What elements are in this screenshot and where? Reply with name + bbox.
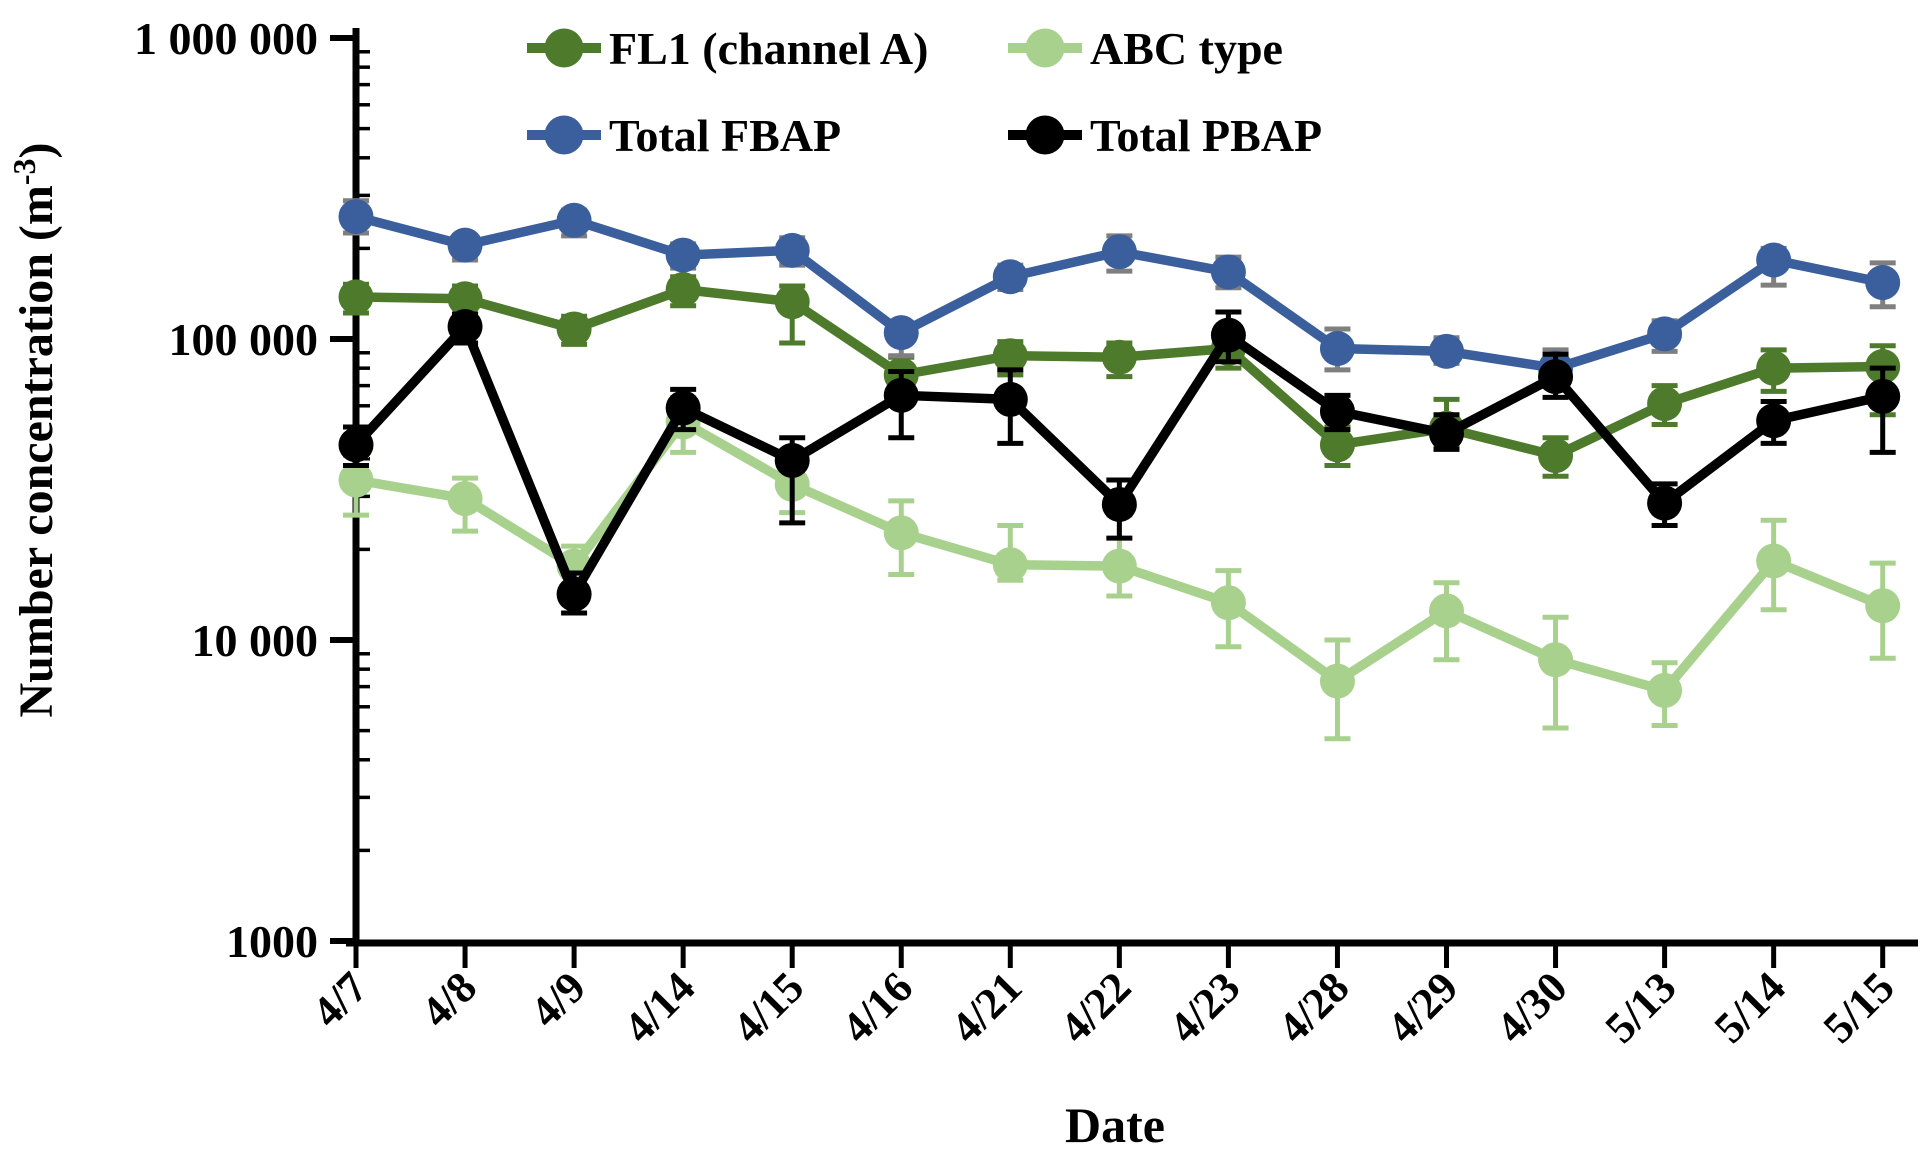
legend-label: FL1 (channel A) xyxy=(609,23,928,74)
x-tick-label: 5/15 xyxy=(1814,962,1904,1052)
data-point-marker xyxy=(1538,359,1574,395)
data-point-marker xyxy=(1319,427,1355,463)
data-point-marker xyxy=(1210,254,1246,290)
data-point-marker xyxy=(992,338,1028,374)
data-point-marker xyxy=(1101,234,1137,270)
data-point-marker xyxy=(1319,393,1355,429)
data-point-marker xyxy=(1101,548,1137,584)
data-point-marker xyxy=(1647,672,1683,708)
y-tick-label: 100 000 xyxy=(169,314,319,365)
data-point-marker xyxy=(992,547,1028,583)
data-point-marker xyxy=(338,462,374,498)
legend-item-total-fbap: Total FBAP xyxy=(527,110,841,161)
data-point-marker xyxy=(556,576,592,612)
data-point-marker xyxy=(774,442,810,478)
data-point-marker xyxy=(883,515,919,551)
legend-marker-dot xyxy=(1025,28,1065,68)
x-tick-label: 4/22 xyxy=(1050,962,1140,1052)
data-point-marker xyxy=(1756,350,1792,386)
x-tick-label: 4/21 xyxy=(941,962,1031,1052)
data-point-marker xyxy=(1429,593,1464,629)
data-point-marker xyxy=(665,272,701,308)
legend-marker-dot xyxy=(1025,115,1065,155)
data-point-marker xyxy=(1756,403,1792,439)
data-point-marker xyxy=(1210,585,1246,621)
data-point-marker xyxy=(447,281,483,317)
legend-item-abc-type: ABC type xyxy=(1008,23,1283,74)
series-total-fbap xyxy=(338,198,1901,387)
data-point-marker xyxy=(1538,438,1574,474)
data-point-marker xyxy=(992,381,1028,417)
data-point-marker xyxy=(774,232,810,268)
x-tick-label: 4/15 xyxy=(723,962,813,1052)
data-point-marker xyxy=(883,315,919,351)
legend-item-fl1-channel-a-: FL1 (channel A) xyxy=(527,23,928,74)
data-point-marker xyxy=(1538,642,1574,678)
y-tick-label: 1 000 000 xyxy=(134,13,318,64)
x-tick-label: 4/9 xyxy=(521,962,595,1036)
data-point-marker xyxy=(883,377,919,413)
data-point-marker xyxy=(1647,485,1683,521)
y-axis-title: Number concentration (m-3) xyxy=(6,143,63,718)
data-point-marker xyxy=(1756,543,1792,579)
data-point-marker xyxy=(665,390,701,426)
data-point-marker xyxy=(447,481,483,517)
data-point-marker xyxy=(1210,317,1246,353)
y-tick-label: 1000 xyxy=(226,916,318,967)
x-tick-label: 4/30 xyxy=(1487,962,1577,1052)
legend-marker-dot xyxy=(544,28,584,68)
data-point-marker xyxy=(1647,386,1683,422)
x-tick-label: 5/13 xyxy=(1596,962,1686,1052)
data-point-marker xyxy=(556,311,592,347)
data-point-marker xyxy=(1429,333,1464,369)
data-point-marker xyxy=(447,227,483,263)
series-abc-type xyxy=(338,394,1901,742)
legend-label: ABC type xyxy=(1090,23,1283,74)
x-tick-label: 4/16 xyxy=(832,962,922,1052)
x-tick-label: 4/28 xyxy=(1269,962,1359,1052)
legend-label: Total FBAP xyxy=(609,110,841,161)
data-point-marker xyxy=(1101,486,1137,522)
data-point-marker xyxy=(447,309,483,345)
x-axis-title: Date xyxy=(1065,1097,1165,1153)
data-point-marker xyxy=(1101,339,1137,375)
x-tick-label: 4/14 xyxy=(614,962,704,1052)
data-point-marker xyxy=(1319,330,1355,366)
data-point-marker xyxy=(556,202,592,238)
data-point-marker xyxy=(1647,316,1683,352)
x-tick-label: 4/8 xyxy=(412,962,486,1036)
y-tick-label: 10 000 xyxy=(192,615,319,666)
series-total-pbap xyxy=(338,309,1901,616)
data-point-marker xyxy=(338,199,374,235)
legend-label: Total PBAP xyxy=(1090,110,1322,161)
legend-item-total-pbap: Total PBAP xyxy=(1008,110,1322,161)
x-tick-label: 4/29 xyxy=(1378,962,1468,1052)
data-point-marker xyxy=(774,284,810,320)
x-tick-label: 4/23 xyxy=(1160,962,1250,1052)
data-point-marker xyxy=(1429,416,1464,452)
data-point-marker xyxy=(1319,663,1355,699)
data-point-marker xyxy=(338,427,374,463)
data-point-marker xyxy=(1865,588,1901,624)
data-point-marker xyxy=(1756,242,1792,278)
x-tick-label: 4/7 xyxy=(303,962,377,1036)
data-point-marker xyxy=(665,237,701,273)
legend-marker-dot xyxy=(544,115,584,155)
data-point-marker xyxy=(1865,378,1901,414)
series-fl1-channel-a- xyxy=(338,272,1901,479)
data-point-marker xyxy=(992,259,1028,295)
data-point-marker xyxy=(338,279,374,315)
data-point-marker xyxy=(1865,265,1901,301)
x-tick-label: 5/14 xyxy=(1705,962,1795,1052)
